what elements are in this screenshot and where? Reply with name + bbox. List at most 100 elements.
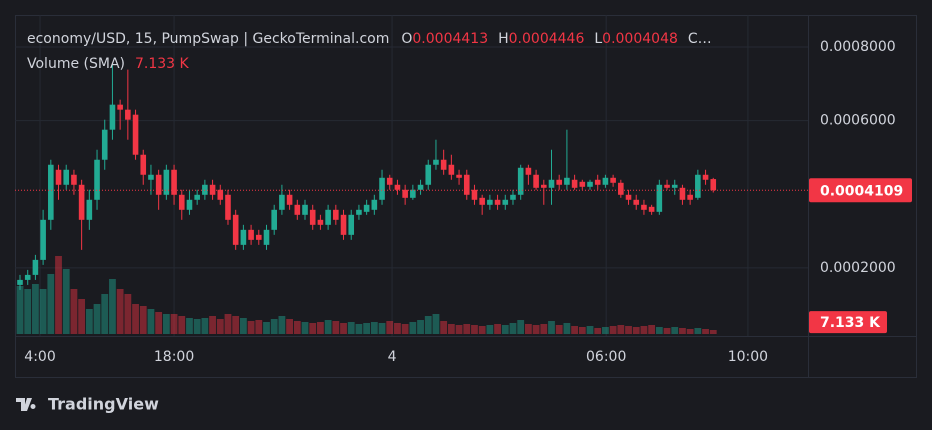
candle-body <box>217 189 224 200</box>
candle-body <box>433 159 439 165</box>
candle-body <box>271 209 277 230</box>
candle-body <box>525 167 532 175</box>
volume-bar <box>532 325 540 334</box>
volume-bar <box>24 289 32 334</box>
volume-bar <box>16 286 24 334</box>
volume-title: Volume (SMA) <box>27 56 125 72</box>
candle-body <box>209 184 216 195</box>
volume-bar <box>617 325 625 334</box>
volume-bar <box>70 289 78 334</box>
candle-body <box>679 187 686 200</box>
candle-body <box>417 184 424 190</box>
ohlc-key: O <box>401 31 412 47</box>
volume-bar <box>571 326 579 334</box>
symbol-title: economy/USD, 15, PumpSwap | GeckoTermina… <box>27 31 389 47</box>
volume-bar <box>540 324 548 334</box>
volume-bar <box>463 324 471 334</box>
candle-body <box>248 229 254 240</box>
volume-bar <box>147 309 155 334</box>
volume-legend: Volume (SMA) 7.133 K <box>27 56 190 72</box>
x-tick-label: 4:00 <box>24 349 55 365</box>
candle-body <box>648 206 655 212</box>
volume-bar <box>101 294 109 334</box>
volume-bar <box>155 312 163 334</box>
x-tick-label: 4 <box>388 349 397 365</box>
volume-bar <box>132 304 139 334</box>
candle-body <box>356 209 362 215</box>
candle-body <box>610 177 616 183</box>
volume-bar <box>216 319 224 334</box>
last-price-badge <box>809 178 912 203</box>
candle-body <box>602 177 609 185</box>
ohlc-value: 0.0004048 <box>602 31 678 47</box>
volume-bar <box>424 316 432 334</box>
logo-text: TradingView <box>48 395 159 414</box>
candle-body <box>456 174 462 178</box>
candle-body <box>517 167 524 195</box>
volume-bar <box>447 324 455 334</box>
legend-header: economy/USD, 15, PumpSwap | GeckoTermina… <box>27 31 712 47</box>
candle-body <box>171 169 177 195</box>
candle-body <box>178 194 185 210</box>
pane-frame <box>15 15 917 378</box>
last-price-label: 0.0004109 <box>820 183 903 199</box>
volume-bar <box>394 323 401 334</box>
candle-body <box>687 194 693 200</box>
volume-badge <box>809 311 887 334</box>
volume-bar <box>440 321 448 334</box>
volume-layer <box>16 256 717 334</box>
volume-bar <box>78 299 86 334</box>
volume-bar <box>293 321 301 334</box>
candle-body <box>540 184 547 188</box>
volume-bar <box>671 327 679 334</box>
candle-body <box>410 189 416 198</box>
candle-body <box>255 234 262 240</box>
volume-bar <box>39 289 47 334</box>
candle-body <box>94 159 100 200</box>
y-tick-label: 0.0008000 <box>820 39 896 55</box>
volume-bar <box>386 321 394 334</box>
candle-body <box>302 204 308 215</box>
candle-body <box>386 177 393 185</box>
volume-bar <box>247 321 255 334</box>
candle-body <box>625 194 632 200</box>
volume-bar <box>55 256 62 334</box>
volume-bar <box>278 316 286 334</box>
volume-bar <box>509 323 517 334</box>
candle-body <box>232 214 239 245</box>
volume-bar <box>494 324 501 334</box>
volume-bar <box>432 314 440 334</box>
candle-body <box>564 177 570 185</box>
candle-body <box>487 199 493 205</box>
volume-bar <box>578 327 586 334</box>
volume-bar <box>209 316 216 334</box>
candle-body <box>363 204 370 212</box>
candle-body <box>671 184 678 188</box>
volume-bar <box>162 314 170 334</box>
volume-bar <box>640 326 648 334</box>
candle-body <box>502 199 509 205</box>
volume-bar <box>602 327 609 334</box>
volume-bar <box>85 309 93 334</box>
candle-body <box>32 259 39 275</box>
candle-body <box>463 174 470 195</box>
candle-body <box>155 174 162 195</box>
volume-bar <box>363 323 371 334</box>
candle-body <box>641 204 647 210</box>
ohlc-key: L <box>594 31 602 47</box>
volume-bar <box>471 325 478 334</box>
candle-body <box>471 189 478 200</box>
candle-body <box>225 194 231 220</box>
volume-bar <box>47 274 55 334</box>
candle-body <box>664 184 670 188</box>
volume-bar <box>139 306 147 334</box>
volume-bar <box>124 294 132 334</box>
volume-bar <box>224 314 232 334</box>
candle-body <box>186 199 193 210</box>
x-tick-label: 18:00 <box>154 349 194 365</box>
candle-body <box>117 104 123 110</box>
candle-body <box>394 184 401 190</box>
volume-sma-value: 7.133 K <box>135 56 190 72</box>
